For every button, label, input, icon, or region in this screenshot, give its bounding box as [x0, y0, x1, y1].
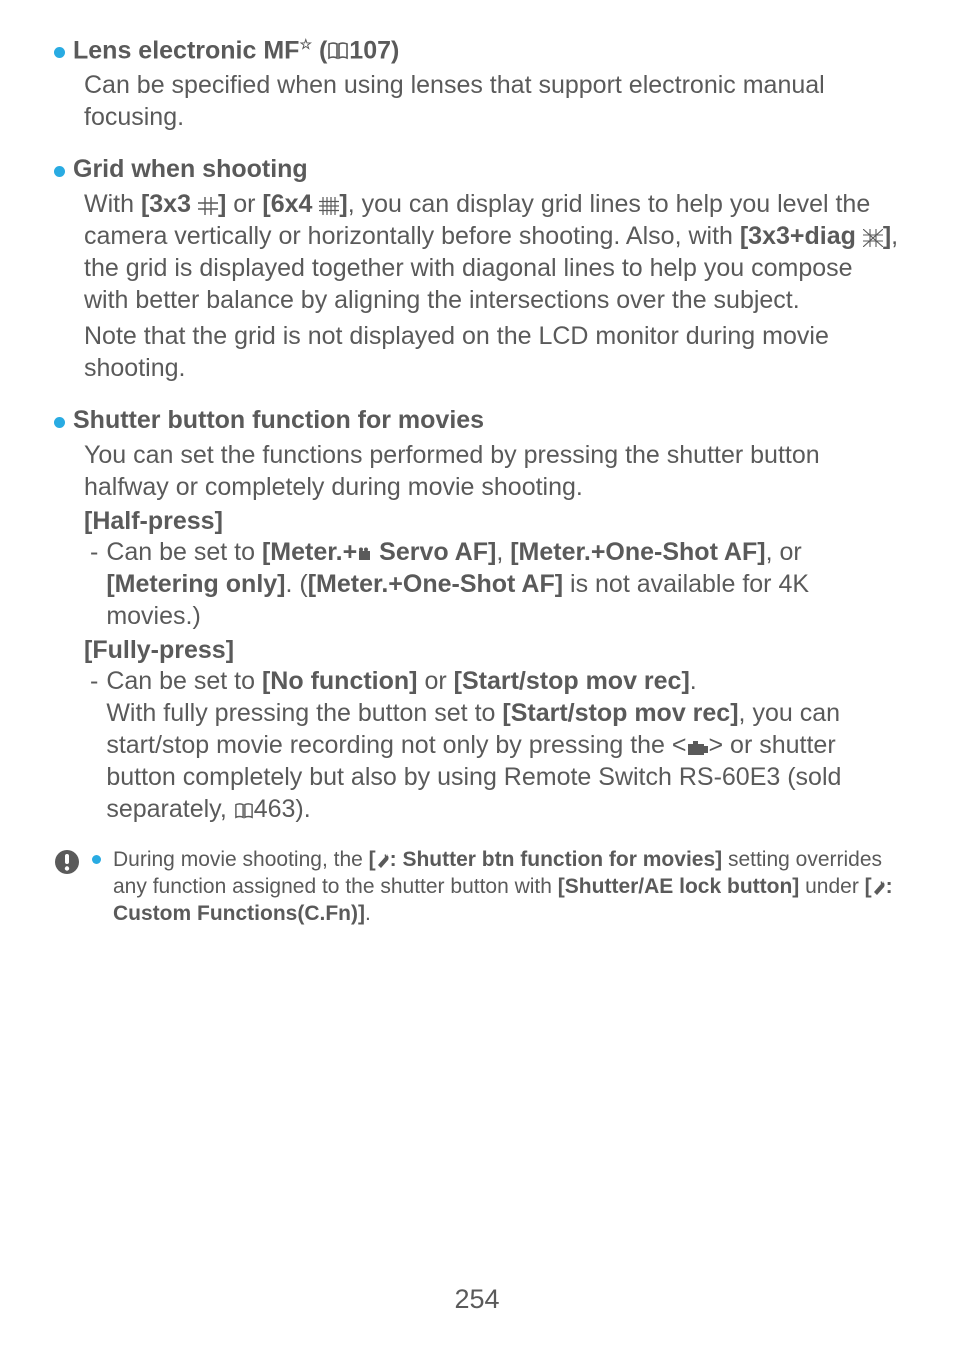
- bullet-icon: [54, 166, 65, 177]
- wrench-icon: [376, 853, 390, 869]
- body-grid-2: Note that the grid is not displayed on t…: [84, 320, 900, 384]
- note-text: During movie shooting, the [ : Shutter bt…: [113, 847, 900, 928]
- t: [Shutter/AE lock button]: [558, 875, 799, 898]
- close-paren: ): [391, 36, 399, 64]
- body-shutter-intro: You can set the functions performed by p…: [84, 439, 900, 503]
- half-press-label: [Half-press]: [84, 507, 900, 536]
- page-number: 254: [0, 1284, 954, 1315]
- t: [Start/stop mov rec]: [502, 699, 738, 727]
- t: [3x3: [141, 190, 198, 218]
- t: Can be set to: [106, 667, 262, 695]
- t: [3x3+diag ]: [740, 222, 891, 250]
- t: [Start/stop mov rec]: [454, 667, 690, 695]
- dash-icon: -: [90, 536, 98, 632]
- section-grid: Grid when shooting With [3x3 ] or [6x4 ]…: [54, 155, 900, 384]
- t: [: [865, 875, 872, 898]
- grid6x4-icon: [319, 197, 339, 215]
- caution-note: During movie shooting, the [ : Shutter bt…: [54, 847, 900, 928]
- grid-diag-icon: [863, 229, 883, 247]
- movie-camera-icon: [357, 547, 379, 563]
- t: [No function]: [262, 667, 418, 695]
- half-press-item: - Can be set to [Meter.+ Servo AF], [Mete…: [90, 536, 900, 632]
- t: : Shutter btn function for movies]: [390, 848, 722, 871]
- open-paren: (: [319, 36, 327, 64]
- t: Servo AF]: [379, 538, 496, 566]
- t: [ : Shutter btn function for movies]: [369, 848, 722, 871]
- fully-press-text: Can be set to [No function] or [Start/st…: [106, 665, 900, 825]
- page-ref: 107: [349, 36, 391, 64]
- t: [Meter.+One-Shot AF]: [308, 570, 563, 598]
- heading-grid: Grid when shooting: [54, 155, 900, 184]
- fully-press-label: [Fully-press]: [84, 636, 900, 665]
- t: [6x4: [262, 190, 319, 218]
- t: With fully pressing the button set to: [106, 699, 502, 727]
- t: [Metering only]: [106, 570, 285, 598]
- section-lens-mf: Lens electronic MF☆ (107) Can be specifi…: [54, 36, 900, 133]
- t: .: [365, 902, 371, 925]
- t: [: [369, 848, 376, 871]
- t: under: [799, 875, 864, 898]
- t: [3x3 ]: [141, 190, 226, 218]
- star-icon: ☆: [299, 36, 312, 52]
- bullet-icon: [54, 47, 65, 58]
- heading-shutter: Shutter button function for movies: [54, 406, 900, 435]
- t: With: [84, 190, 141, 218]
- wrench-icon: [872, 880, 886, 896]
- t: [Meter.+One-Shot AF]: [510, 538, 765, 566]
- t: 463).: [254, 795, 311, 823]
- t: , or: [766, 538, 802, 566]
- t: [Meter.+ Servo AF]: [262, 538, 496, 566]
- half-press-text: Can be set to [Meter.+ Servo AF], [Meter.…: [106, 536, 900, 632]
- t: During movie shooting, the: [113, 848, 369, 871]
- fully-press-item: - Can be set to [No function] or [Start/…: [90, 665, 900, 825]
- book-icon: [327, 41, 349, 61]
- t: ]: [883, 222, 891, 250]
- t: ]: [339, 190, 347, 218]
- title-pre: Lens electronic MF: [73, 36, 299, 64]
- t: [3x3+diag: [740, 222, 863, 250]
- bullet-icon: [54, 417, 65, 428]
- body-lens-mf: Can be specified when using lenses that …: [84, 69, 900, 133]
- grid3x3-icon: [198, 197, 218, 215]
- t: .: [690, 667, 697, 695]
- t: ,: [496, 538, 510, 566]
- t: [6x4 ]: [262, 190, 347, 218]
- heading-lens-mf: Lens electronic MF☆ (107): [54, 36, 900, 65]
- t: or: [226, 190, 262, 218]
- t: or: [418, 667, 454, 695]
- t: [Meter.+: [262, 538, 357, 566]
- body-grid: With [3x3 ] or [6x4 ], you can display g…: [84, 188, 900, 316]
- section-shutter: Shutter button function for movies You c…: [54, 406, 900, 825]
- heading-text: Grid when shooting: [73, 155, 308, 184]
- book-icon: [234, 802, 254, 820]
- heading-text: Lens electronic MF☆ (107): [73, 36, 399, 65]
- t: . (: [286, 570, 308, 598]
- bullet-icon: [92, 855, 101, 864]
- dash-icon: -: [90, 665, 98, 825]
- t: Can be set to: [106, 538, 262, 566]
- camera-icon: [687, 740, 709, 756]
- caution-icon: [54, 849, 80, 875]
- heading-text: Shutter button function for movies: [73, 406, 484, 435]
